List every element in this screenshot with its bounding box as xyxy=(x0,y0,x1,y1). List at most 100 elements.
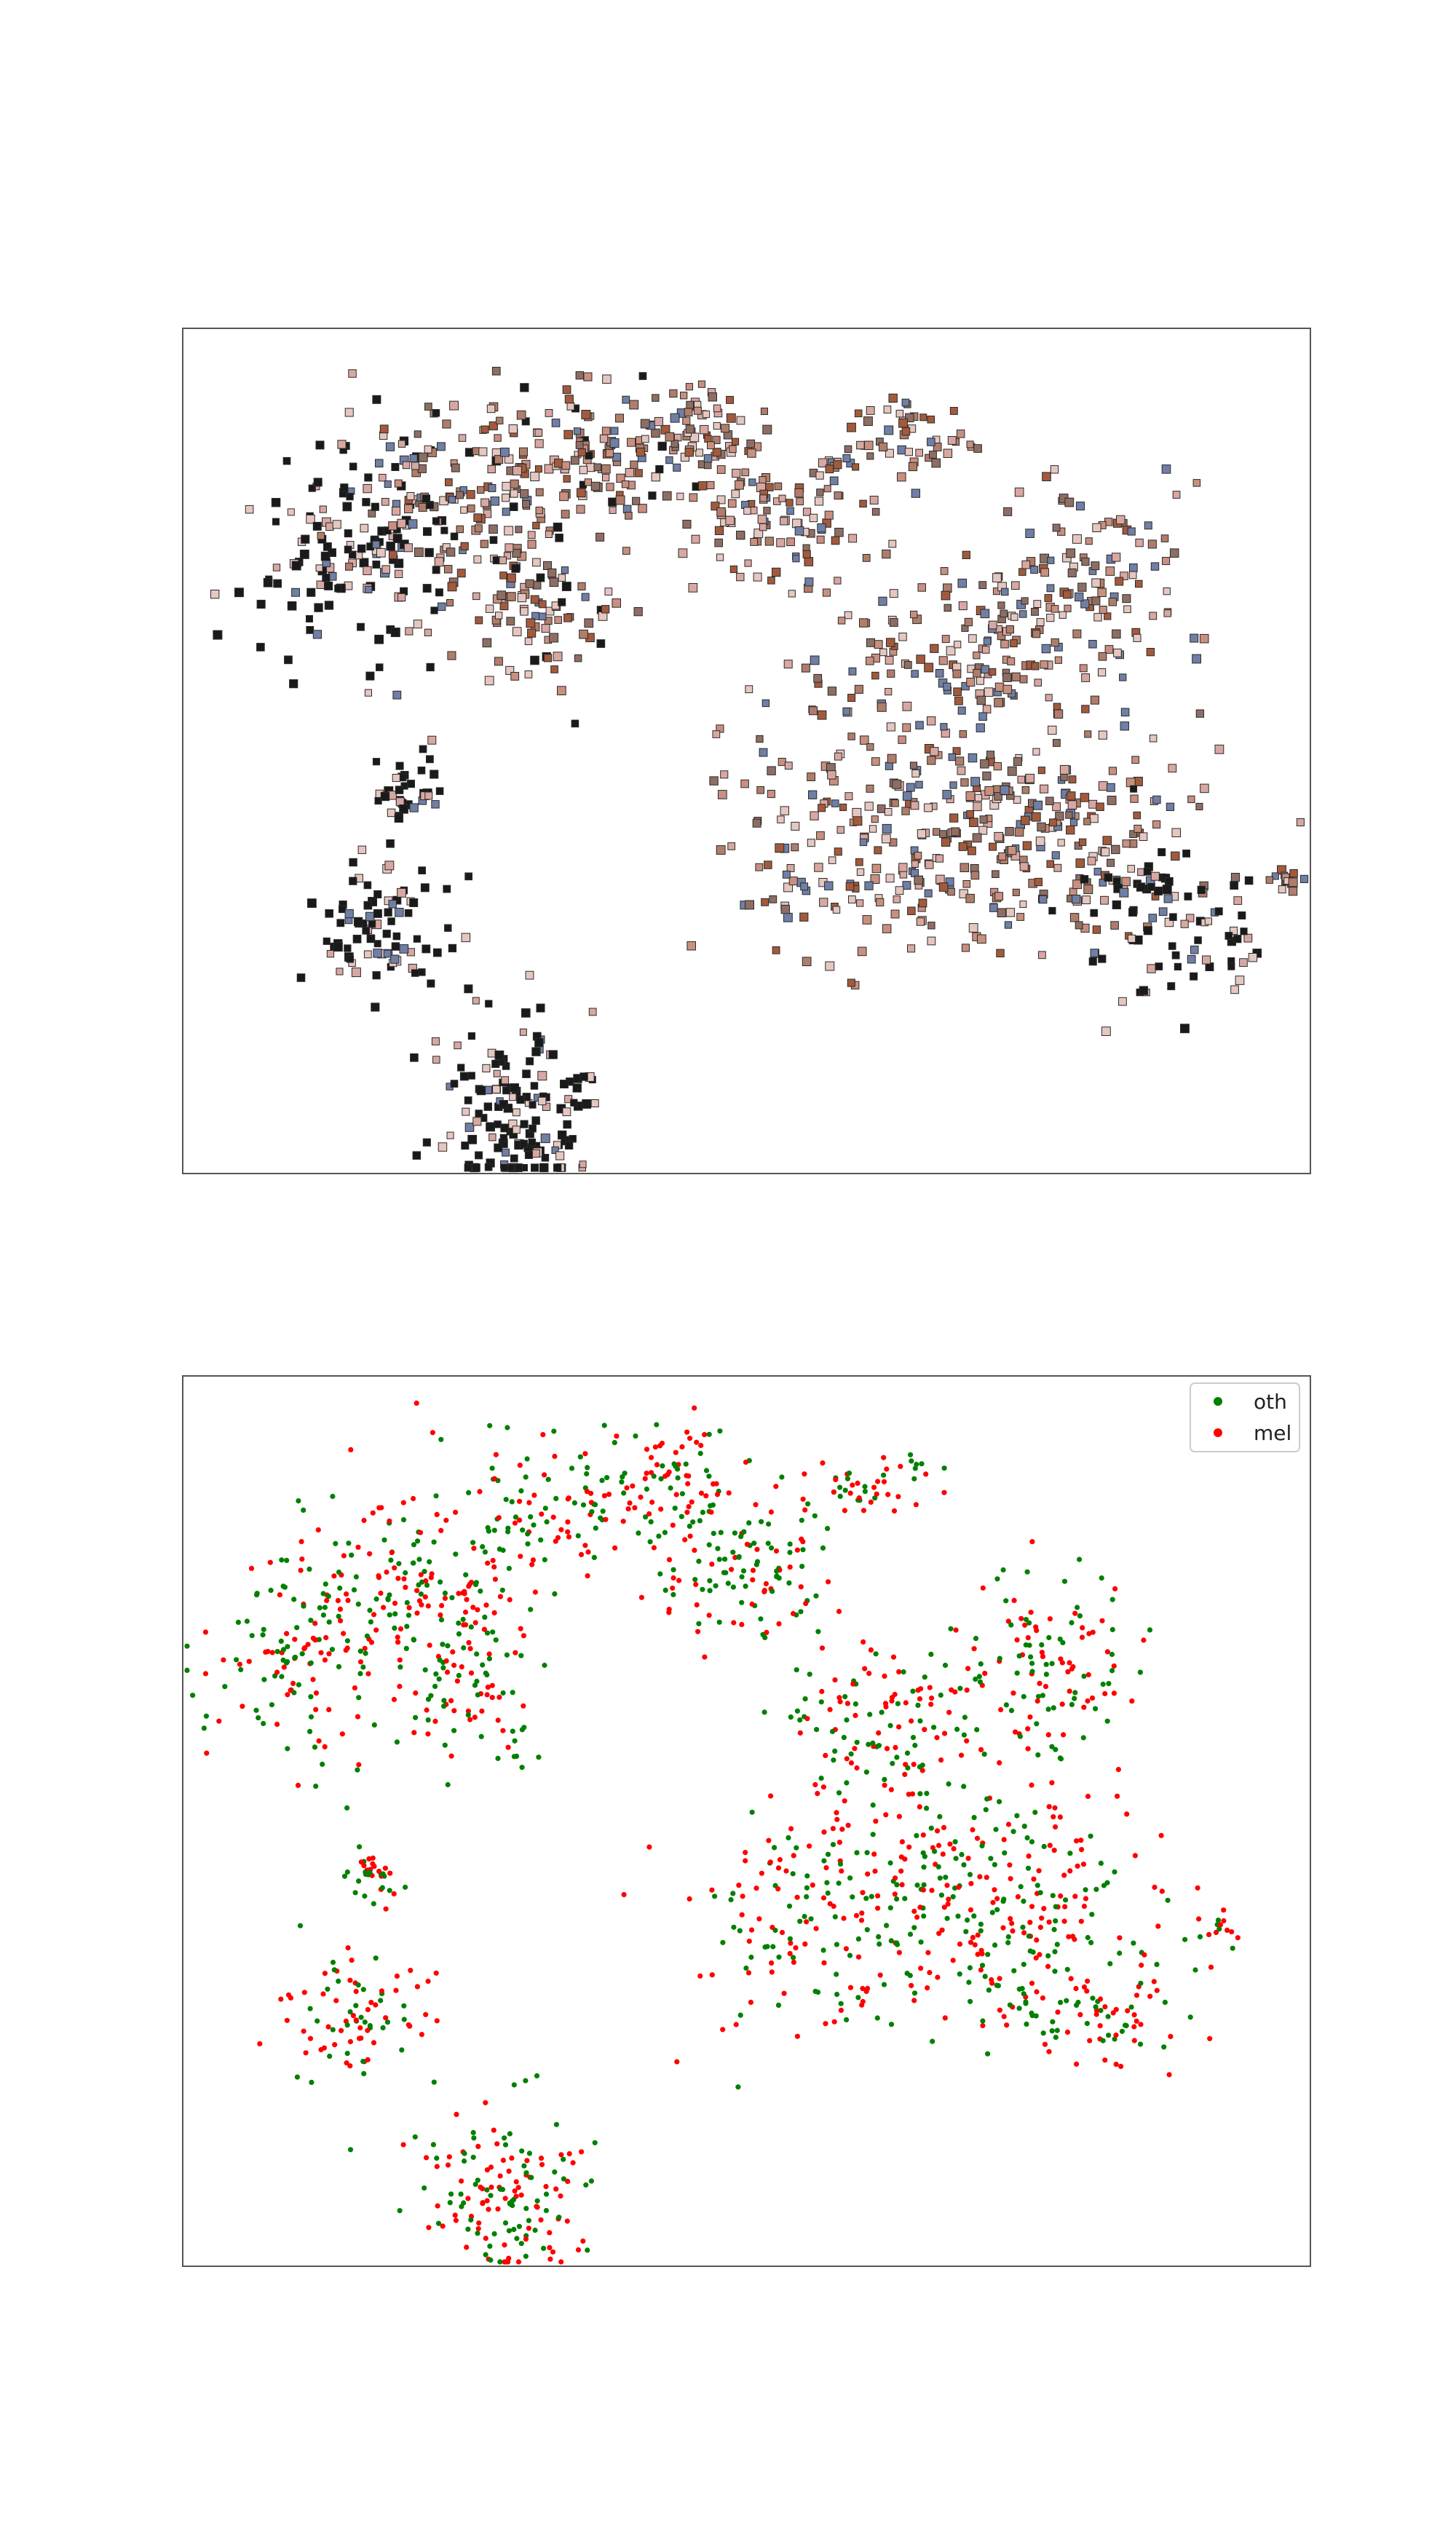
point-mel xyxy=(443,1658,449,1664)
point-oth xyxy=(424,1582,430,1588)
thumbnail-point xyxy=(363,566,372,576)
point-mel xyxy=(860,1639,866,1645)
thumbnail-point xyxy=(1121,877,1131,887)
thumbnail-point xyxy=(517,593,527,603)
point-mel xyxy=(865,1985,871,1991)
point-mel xyxy=(284,1631,290,1637)
point-oth xyxy=(440,1665,446,1671)
point-mel xyxy=(1061,1918,1067,1924)
thumbnail-point xyxy=(745,900,754,910)
thumbnail-point xyxy=(562,1107,571,1117)
point-mel xyxy=(301,1990,307,1995)
point-oth xyxy=(836,1880,842,1886)
point-oth xyxy=(279,1557,285,1563)
thumbnail-point xyxy=(824,510,834,520)
thumbnail-point xyxy=(427,735,437,745)
point-mel xyxy=(1152,1884,1158,1890)
point-oth xyxy=(351,1587,357,1593)
point-oth xyxy=(367,2022,373,2029)
point-mel xyxy=(366,1856,372,1861)
point-mel xyxy=(451,1662,457,1669)
thumbnail-point xyxy=(870,874,880,884)
thumbnail-point xyxy=(615,495,625,505)
thumbnail-point xyxy=(776,538,786,547)
point-oth xyxy=(1054,2027,1060,2033)
point-oth xyxy=(327,2053,333,2060)
thumbnail-point xyxy=(1128,934,1136,943)
point-oth xyxy=(799,1517,804,1523)
point-oth xyxy=(917,1718,923,1724)
thumbnail-point xyxy=(977,934,986,944)
thumbnail-point xyxy=(507,573,516,582)
point-oth xyxy=(636,1530,641,1536)
point-mel xyxy=(819,1645,826,1651)
point-mel xyxy=(1084,1988,1090,1994)
thumbnail-point xyxy=(684,448,694,457)
point-oth xyxy=(988,1856,994,1861)
thumbnail-point xyxy=(885,874,895,883)
point-oth xyxy=(403,1570,408,1576)
point-oth xyxy=(790,1871,796,1877)
thumbnail-point xyxy=(970,777,981,787)
thumbnail-point xyxy=(893,895,901,903)
point-oth xyxy=(753,1562,759,1567)
point-oth xyxy=(589,1509,595,1515)
point-mel xyxy=(949,1687,954,1693)
thumbnail-point xyxy=(837,617,846,625)
thumbnail-point xyxy=(665,432,675,442)
point-oth xyxy=(1014,1813,1020,1819)
thumbnail-point xyxy=(1195,802,1203,811)
point-oth xyxy=(812,1988,818,1994)
thumbnail-point xyxy=(800,882,809,891)
thumbnail-point xyxy=(579,465,588,475)
thumbnail-point xyxy=(409,454,418,463)
thumbnail-point xyxy=(461,933,471,943)
thumbnail-point xyxy=(464,984,473,994)
thumbnail-point xyxy=(1110,921,1119,930)
point-mel xyxy=(313,1637,319,1643)
point-mel xyxy=(475,2143,481,2149)
thumbnail-point xyxy=(390,954,400,964)
thumbnail-point xyxy=(492,1085,501,1093)
point-oth xyxy=(722,1556,728,1562)
thumbnail-point xyxy=(489,536,498,545)
thumbnail-point xyxy=(942,790,952,799)
thumbnail-point xyxy=(1111,844,1120,855)
point-oth xyxy=(362,1893,368,1899)
thumbnail-point xyxy=(989,842,997,851)
point-mel xyxy=(332,2042,338,2048)
thumbnail-point xyxy=(945,877,954,887)
thumbnail-point xyxy=(431,1037,440,1045)
thumbnail-point xyxy=(464,1163,472,1172)
point-mel xyxy=(802,1941,808,1947)
point-oth xyxy=(503,1497,509,1503)
thumbnail-point xyxy=(716,465,726,474)
thumbnail-point xyxy=(852,807,862,818)
thumbnail-point xyxy=(933,828,941,836)
point-mel xyxy=(1009,1920,1015,1926)
point-mel xyxy=(997,2007,1002,2013)
thumbnail-point xyxy=(759,523,767,531)
point-oth xyxy=(400,1517,407,1523)
point-mel xyxy=(414,1400,419,1406)
thumbnail-point xyxy=(348,369,357,378)
point-oth xyxy=(1187,2014,1193,2020)
point-mel xyxy=(909,1791,916,1797)
point-mel xyxy=(906,1792,911,1797)
point-oth xyxy=(430,2142,437,2148)
point-mel xyxy=(831,2019,837,2025)
point-mel xyxy=(526,1500,532,1506)
thumbnail-point xyxy=(816,488,824,496)
point-oth xyxy=(341,1873,348,1879)
point-oth xyxy=(534,2073,540,2078)
thumbnail-point xyxy=(788,877,798,886)
thumbnail-point xyxy=(245,505,254,514)
point-mel xyxy=(935,1974,941,1980)
point-oth xyxy=(907,1931,914,1937)
thumbnail-point xyxy=(774,482,783,491)
point-mel xyxy=(277,1592,282,1598)
point-oth xyxy=(802,1913,807,1920)
point-oth xyxy=(526,2151,533,2156)
thumbnail-point xyxy=(1013,757,1022,767)
point-oth xyxy=(1088,1833,1093,1839)
